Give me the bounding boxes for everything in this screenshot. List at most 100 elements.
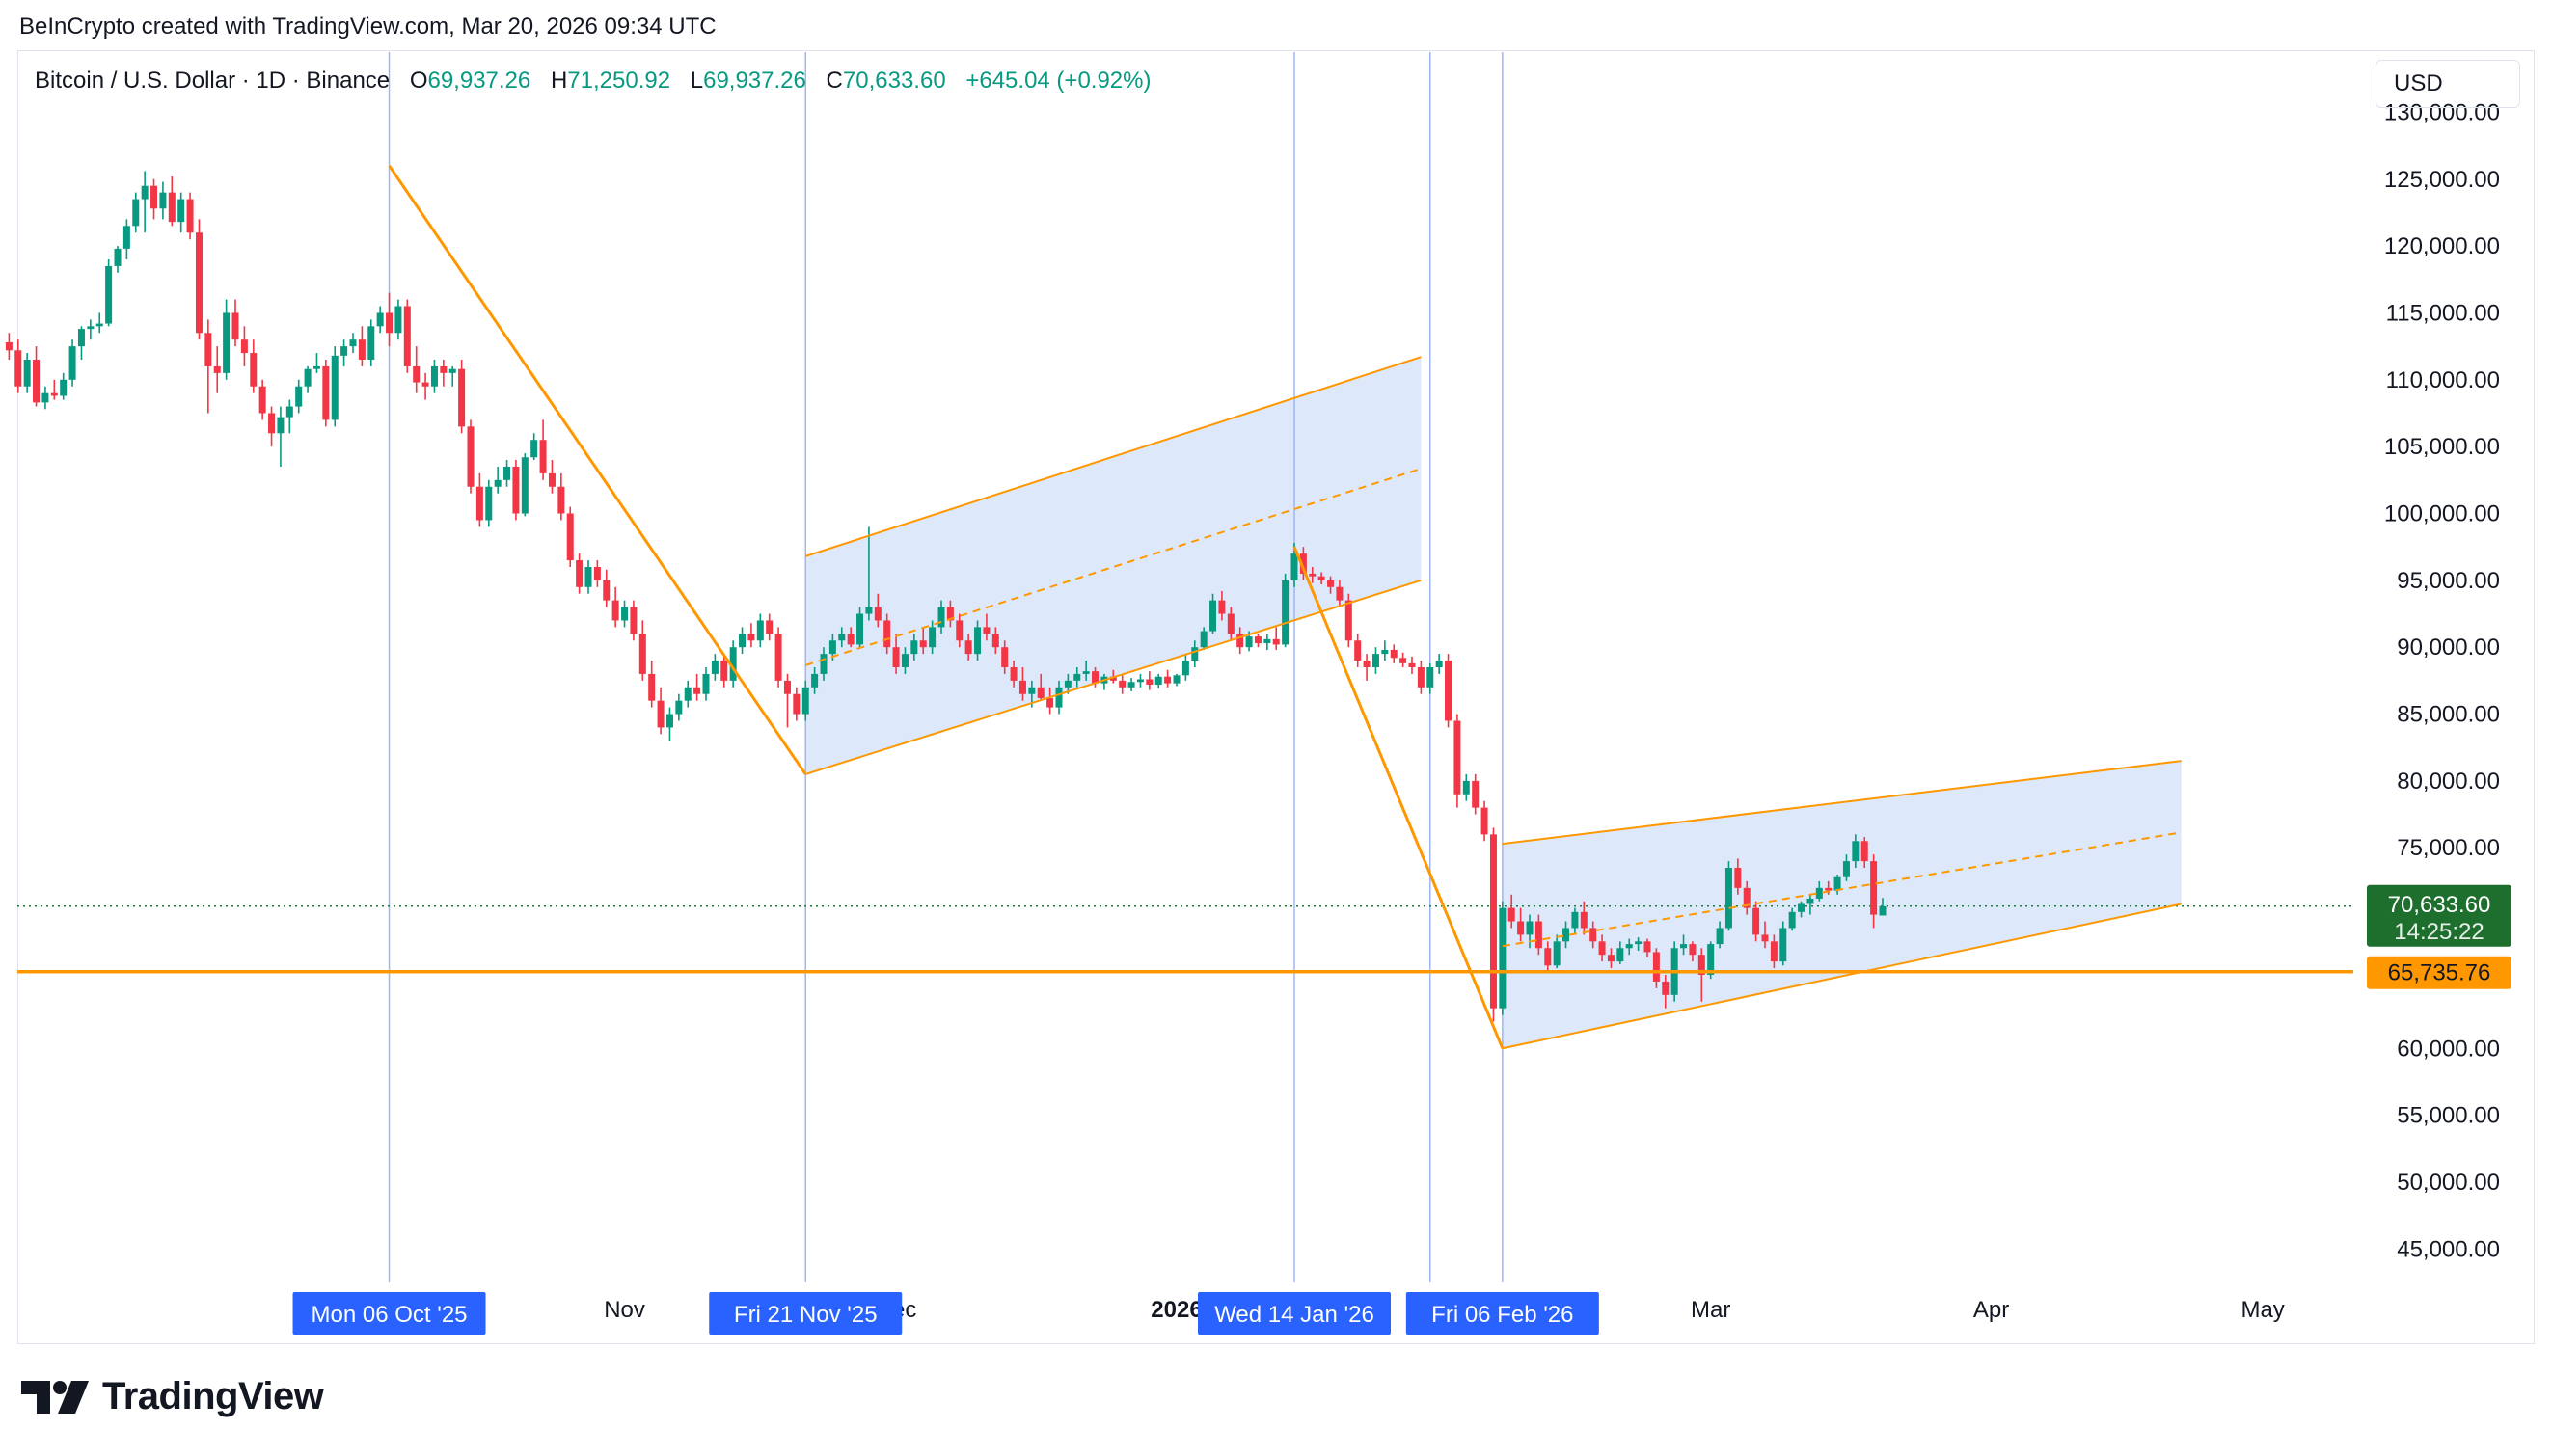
date-marker-label: Fri 21 Nov '25 [709,1292,903,1335]
symbol-title[interactable]: Bitcoin / U.S. Dollar · 1D · Binance [35,67,391,94]
candle [630,600,638,641]
candle-body [1806,898,1814,904]
change-value: +645.04 (+0.92%) [965,67,1152,94]
candle [41,386,49,410]
candle [322,360,330,427]
candle-body [223,312,231,373]
candle [1798,901,1805,918]
candle-body [1263,638,1271,644]
candle-body [865,607,873,614]
open-label: O [409,67,428,94]
candle-body [964,640,972,655]
candle-body [756,620,764,641]
candle [1363,654,1371,681]
price-tick-label: 45,000.00 [2397,1236,2500,1262]
candle [1309,566,1317,583]
candle-body [1381,649,1389,655]
date-marker-text: Mon 06 Oct '25 [312,1302,468,1328]
candle [1779,921,1787,966]
tradingview-logo[interactable]: TradingView [21,1375,324,1418]
candle-body [1689,944,1697,956]
candle-body [621,607,629,621]
candle-body [991,634,999,648]
candle-body [1724,868,1732,929]
candle [1472,773,1480,815]
candle [1499,901,1507,1015]
candle-body [657,700,665,728]
candle [367,319,375,366]
candle-body [304,368,312,387]
candle [268,406,276,447]
candle [1752,901,1760,942]
support-price-value: 65,735.76 [2388,960,2491,986]
candle-body [376,312,384,327]
candle [1689,941,1697,962]
date-marker-label: Fri 06 Feb '26 [1405,1292,1599,1335]
candle [1263,634,1271,650]
candle-body [1272,638,1280,645]
candle-body [1245,636,1253,648]
candle [657,687,665,735]
candle [1371,647,1379,674]
candle [1010,661,1018,688]
candle [1562,921,1570,949]
candle [1553,934,1561,969]
candle [358,326,366,366]
candle-body [1652,952,1660,982]
candle [557,472,565,521]
candle-body [132,199,140,227]
candle [1154,673,1162,689]
candle [1336,580,1344,607]
candle [421,372,429,400]
candle-body [1571,911,1579,929]
candle-body [584,566,592,587]
candle-body [1001,647,1009,667]
candle-body [1344,600,1352,641]
candle [1055,680,1063,715]
candle-body [1146,679,1154,686]
candle [1127,678,1135,691]
currency-button[interactable]: USD [2376,60,2520,108]
candle-body [910,640,918,655]
candle-body [1462,780,1470,795]
candle-body [739,634,747,648]
time-tick-label: Nov [604,1297,645,1323]
candle [1381,640,1389,661]
candle [60,372,68,400]
candle [403,299,411,373]
candle [159,181,167,220]
price-tick-label: 105,000.00 [2384,434,2500,460]
candle-body [820,654,828,674]
trend-line [388,165,807,775]
candle [95,312,103,334]
candle-body [1544,948,1552,966]
candle-body [277,417,285,434]
candle-body [838,634,846,641]
candle-body [675,700,683,715]
candle-body [766,620,774,634]
candle-body [141,185,149,200]
time-tick-label: Mar [1691,1297,1730,1323]
candle-body [41,392,49,403]
candle-body [1435,661,1443,667]
candle [1734,858,1742,895]
candle-body [1825,887,1833,891]
candle-body [1852,841,1860,862]
candle-body [1761,934,1769,942]
candle-body [648,673,656,701]
candle-body [358,339,366,360]
price-tick-label: 60,000.00 [2397,1036,2500,1062]
date-marker-text: Fri 21 Nov '25 [734,1302,878,1328]
candle-body [630,607,638,634]
candle [991,627,999,655]
candle [865,526,873,621]
candle-body [122,226,130,249]
candle [702,667,710,701]
candle-body [1526,921,1534,935]
candle-body [331,355,339,420]
candle-body [956,620,964,641]
candle-body [693,687,701,694]
candle-body [204,333,212,366]
